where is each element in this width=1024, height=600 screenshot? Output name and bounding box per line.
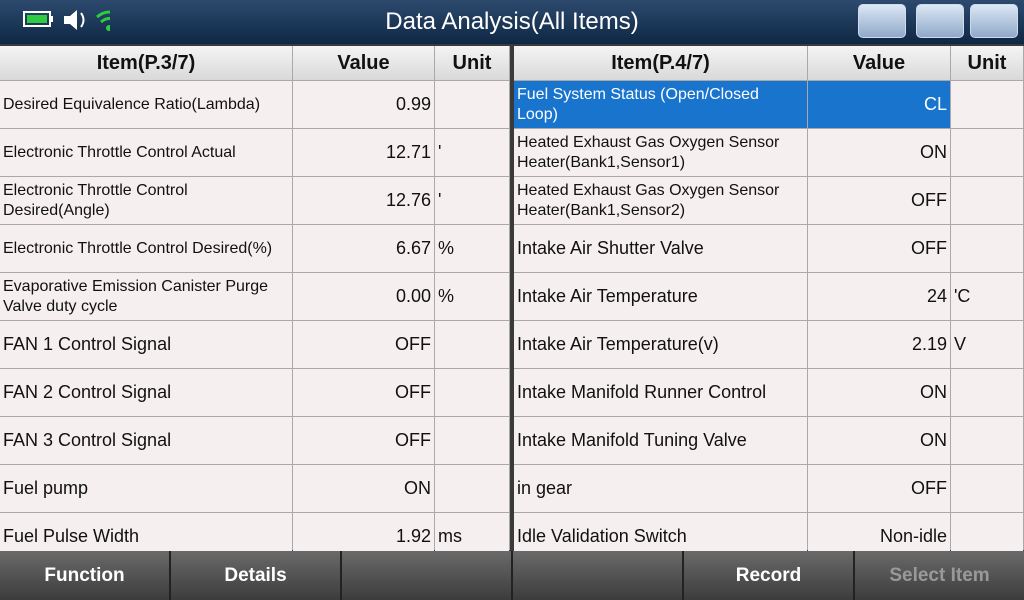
item-cell[interactable]: in gear	[514, 465, 807, 512]
unit-cell: V	[951, 321, 1023, 368]
unit-cell	[951, 129, 1023, 176]
unit-cell	[435, 465, 509, 512]
value-cell: OFF	[808, 177, 950, 224]
record-button[interactable]: Record	[684, 551, 853, 600]
unit-cell	[951, 225, 1023, 272]
item-cell[interactable]: FAN 3 Control Signal	[0, 417, 292, 464]
column-header: Item(P.4/7)	[514, 46, 807, 80]
value-cell: OFF	[293, 321, 434, 368]
value-cell: 6.67	[293, 225, 434, 272]
value-cell: ON	[808, 369, 950, 416]
unit-cell	[951, 81, 1023, 128]
item-cell[interactable]: Desired Equivalence Ratio(Lambda)	[0, 81, 292, 128]
unit-cell	[951, 417, 1023, 464]
empty-button	[513, 551, 682, 600]
value-cell: OFF	[808, 225, 950, 272]
value-cell: ON	[808, 417, 950, 464]
screenshot-button[interactable]	[858, 4, 906, 38]
item-cell[interactable]: Electronic Throttle Control Actual	[0, 129, 292, 176]
unit-cell	[435, 417, 509, 464]
empty-button	[342, 551, 511, 600]
item-cell[interactable]: Electronic Throttle Control Desired(%)	[0, 225, 292, 272]
title-bar: Data Analysis(All Items)	[0, 0, 1024, 44]
item-cell[interactable]: Heated Exhaust Gas Oxygen Sensor Heater(…	[514, 177, 807, 224]
unit-cell: '	[435, 177, 509, 224]
column-header: Value	[808, 46, 950, 80]
status-icons	[23, 10, 110, 31]
item-cell[interactable]: Heated Exhaust Gas Oxygen Sensor Heater(…	[514, 129, 807, 176]
item-cell[interactable]: Evaporative Emission Canister Purge Valv…	[0, 273, 292, 320]
home-button[interactable]	[970, 4, 1018, 38]
value-cell: CL	[808, 81, 950, 128]
column-header: Value	[293, 46, 434, 80]
value-cell: 24	[808, 273, 950, 320]
unit-cell	[435, 81, 509, 128]
item-cell[interactable]: Intake Air Temperature	[514, 273, 807, 320]
back-button[interactable]	[916, 4, 964, 38]
unit-cell	[951, 369, 1023, 416]
value-cell: OFF	[808, 465, 950, 512]
unit-cell: %	[435, 273, 509, 320]
unit-cell	[951, 177, 1023, 224]
unit-cell: '	[435, 129, 509, 176]
unit-cell: 'C	[951, 273, 1023, 320]
left-table: Item(P.3/7) Value Unit Desired Equivalence …	[0, 46, 510, 560]
unit-cell	[435, 369, 509, 416]
item-cell[interactable]: Electronic Throttle Control Desired(Angl…	[0, 177, 292, 224]
value-cell: 2.19	[808, 321, 950, 368]
item-cell[interactable]: Intake Manifold Runner Control	[514, 369, 807, 416]
value-cell: OFF	[293, 417, 434, 464]
select-item-button: Select Item	[855, 551, 1024, 600]
value-cell: OFF	[293, 369, 434, 416]
title: Data Analysis(All Items)	[385, 8, 639, 35]
item-cell[interactable]: Intake Air Temperature(v)	[514, 321, 807, 368]
value-cell: 12.71	[293, 129, 434, 176]
item-cell[interactable]: Fuel System Status (Open/Closed Loop)	[514, 81, 807, 128]
details-button[interactable]: Details	[171, 551, 340, 600]
item-cell[interactable]: Intake Manifold Tuning Valve	[514, 417, 807, 464]
item-cell[interactable]: Fuel pump	[0, 465, 292, 512]
item-cell[interactable]: FAN 1 Control Signal	[0, 321, 292, 368]
unit-cell	[435, 321, 509, 368]
value-cell: 0.00	[293, 273, 434, 320]
right-table: Item(P.4/7) Value Unit Fuel System Status (…	[514, 46, 1024, 560]
value-cell: 0.99	[293, 81, 434, 128]
column-header: Unit	[951, 46, 1023, 80]
value-cell: 12.76	[293, 177, 434, 224]
column-header: Item(P.3/7)	[0, 46, 292, 80]
item-cell[interactable]: FAN 2 Control Signal	[0, 369, 292, 416]
value-cell: ON	[293, 465, 434, 512]
function-button[interactable]: Function	[0, 551, 169, 600]
value-cell: ON	[808, 129, 950, 176]
unit-cell	[951, 465, 1023, 512]
button-bar: Function Details Record Select Item	[0, 551, 1024, 600]
unit-cell: %	[435, 225, 509, 272]
column-header: Unit	[435, 46, 509, 80]
item-cell[interactable]: Intake Air Shutter Valve	[514, 225, 807, 272]
